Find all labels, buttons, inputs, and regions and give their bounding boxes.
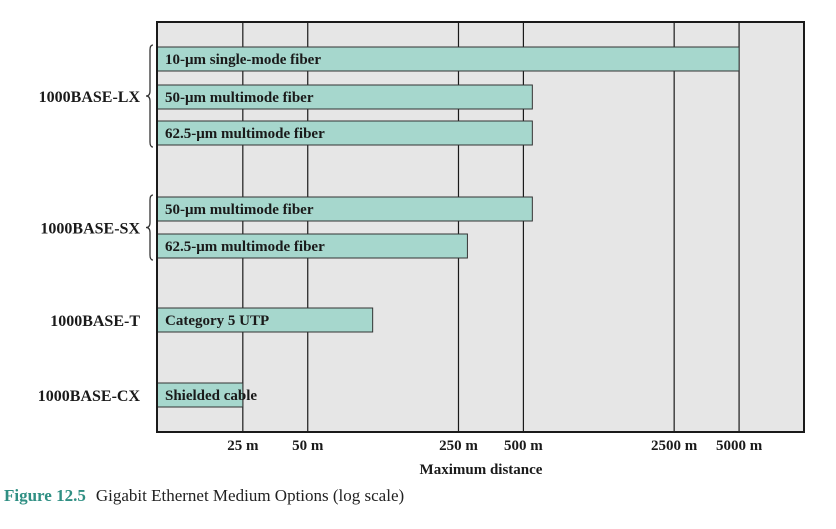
bar-label: Shielded cable <box>165 388 257 404</box>
bar-label: 62.5-μm multimode fiber <box>165 126 325 142</box>
bar-label: 50-μm multimode fiber <box>165 90 314 106</box>
plot-frame <box>156 21 805 433</box>
bar <box>156 84 533 110</box>
group-labels: 1000BASE-LX 1000BASE-SX 1000BASE-T 1000BASE… <box>38 44 154 405</box>
bar-label: 50-μm multimode fiber <box>165 202 314 218</box>
group-brace <box>145 194 154 261</box>
x-tick-labels: 25 m 50 m 250 m 500 m 2500 m 5000 m <box>227 438 763 454</box>
x-tick-label: 50 m <box>292 438 324 454</box>
bar-label: 10-μm single-mode fiber <box>165 52 321 68</box>
x-tick-label: 500 m <box>504 438 543 454</box>
bar-chart: 10-μm single-mode fiber 50-μm multimode f… <box>38 21 805 478</box>
bars: 10-μm single-mode fiber 50-μm multimode f… <box>156 46 740 408</box>
group-label: 1000BASE-T <box>50 313 140 330</box>
bar <box>156 196 533 222</box>
bar <box>156 233 468 259</box>
x-tick-label: 2500 m <box>651 438 698 454</box>
x-axis-title: Maximum distance <box>420 462 543 478</box>
x-tick-label: 25 m <box>227 438 259 454</box>
figure-caption: Figure 12.5 Gigabit Ethernet Medium Optio… <box>4 486 404 506</box>
group-label: 1000BASE-LX <box>39 89 141 106</box>
x-tick-label: 250 m <box>439 438 478 454</box>
plot-area <box>157 22 804 432</box>
group-brace <box>145 44 154 148</box>
group-label: 1000BASE-CX <box>38 388 141 405</box>
figure-number: Figure 12.5 <box>4 486 86 505</box>
caption-text: Gigabit Ethernet Medium Options (log sca… <box>95 486 405 505</box>
group-label: 1000BASE-SX <box>40 221 140 238</box>
x-tick-label: 5000 m <box>716 438 763 454</box>
bar-label: Category 5 UTP <box>165 313 269 329</box>
bar <box>156 46 740 72</box>
bar-label: 62.5-μm multimode fiber <box>165 239 325 255</box>
bar <box>156 307 374 333</box>
bar <box>156 120 533 146</box>
